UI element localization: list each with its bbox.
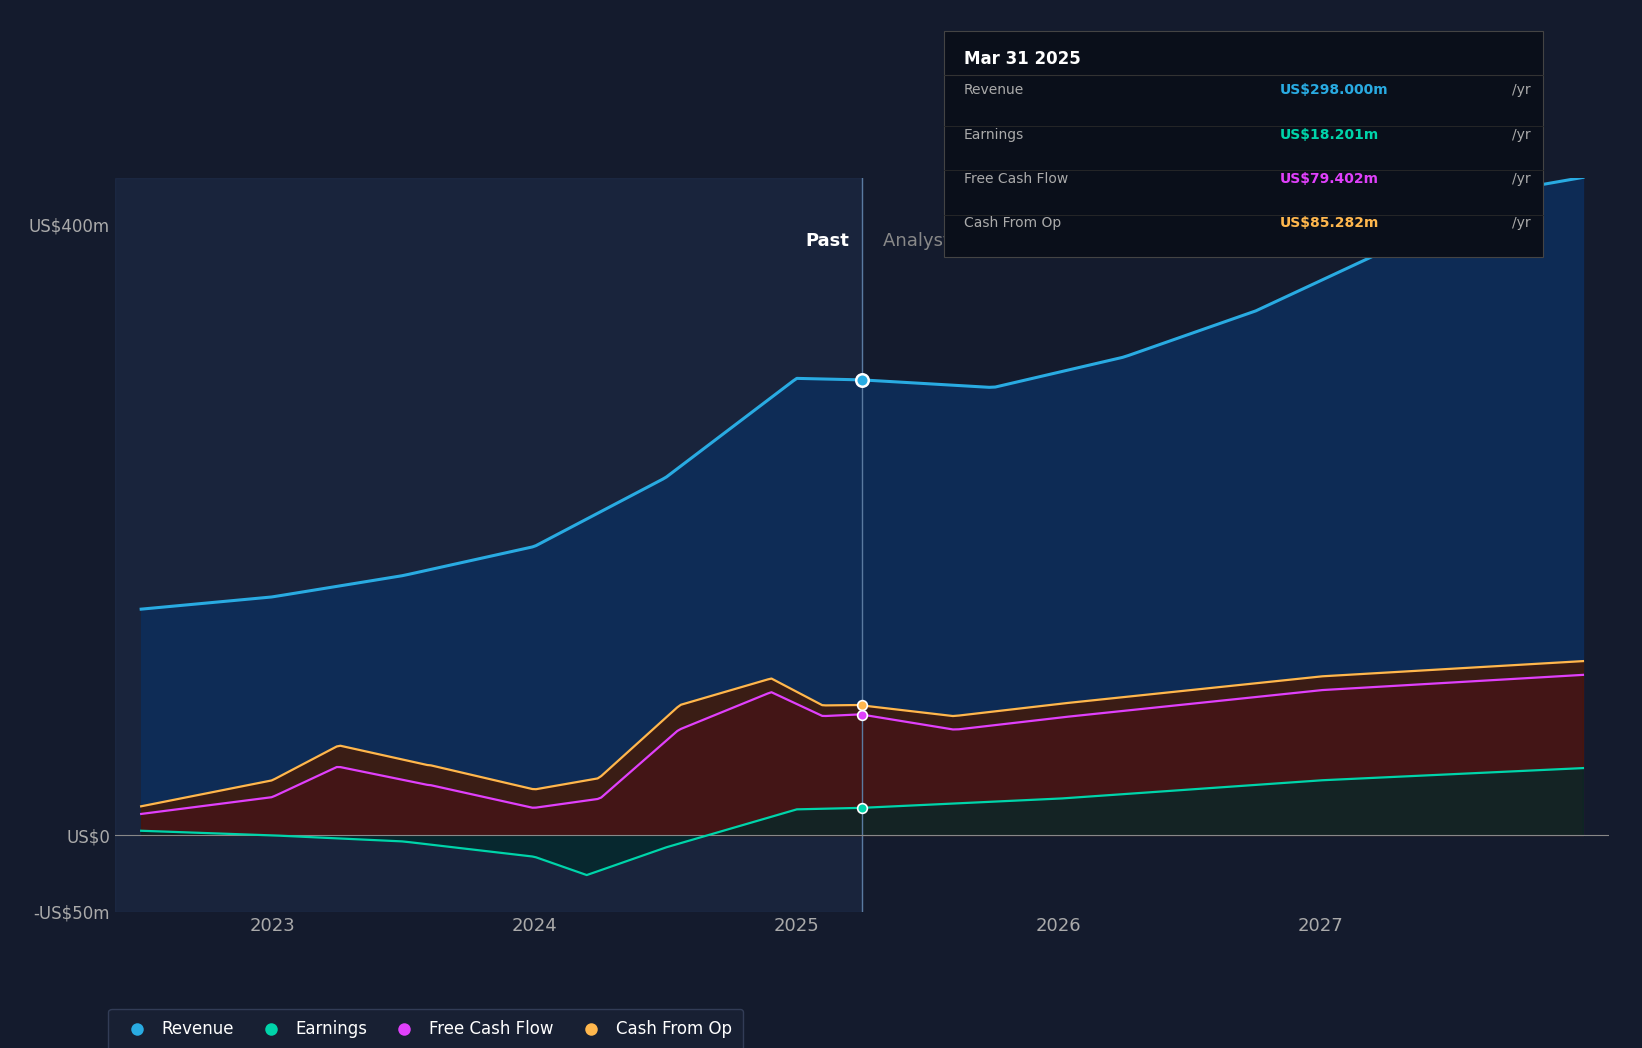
Text: Cash From Op: Cash From Op [964, 216, 1061, 231]
Text: Revenue: Revenue [964, 83, 1025, 97]
Text: /yr: /yr [1512, 172, 1530, 185]
Legend: Revenue, Earnings, Free Cash Flow, Cash From Op: Revenue, Earnings, Free Cash Flow, Cash … [108, 1009, 744, 1048]
Text: Past: Past [805, 232, 849, 249]
Bar [115, 178, 862, 912]
Text: Mar 31 2025: Mar 31 2025 [964, 50, 1080, 68]
Text: US$79.402m: US$79.402m [1279, 172, 1379, 185]
Text: /yr: /yr [1512, 216, 1530, 231]
Text: /yr: /yr [1512, 83, 1530, 97]
Text: US$298.000m: US$298.000m [1279, 83, 1389, 97]
Text: Analysts Forecasts: Analysts Forecasts [883, 232, 1051, 249]
Text: US$85.282m: US$85.282m [1279, 216, 1379, 231]
Text: Earnings: Earnings [964, 128, 1025, 141]
Text: /yr: /yr [1512, 128, 1530, 141]
Text: US$18.201m: US$18.201m [1279, 128, 1379, 141]
Text: Free Cash Flow: Free Cash Flow [964, 172, 1067, 185]
